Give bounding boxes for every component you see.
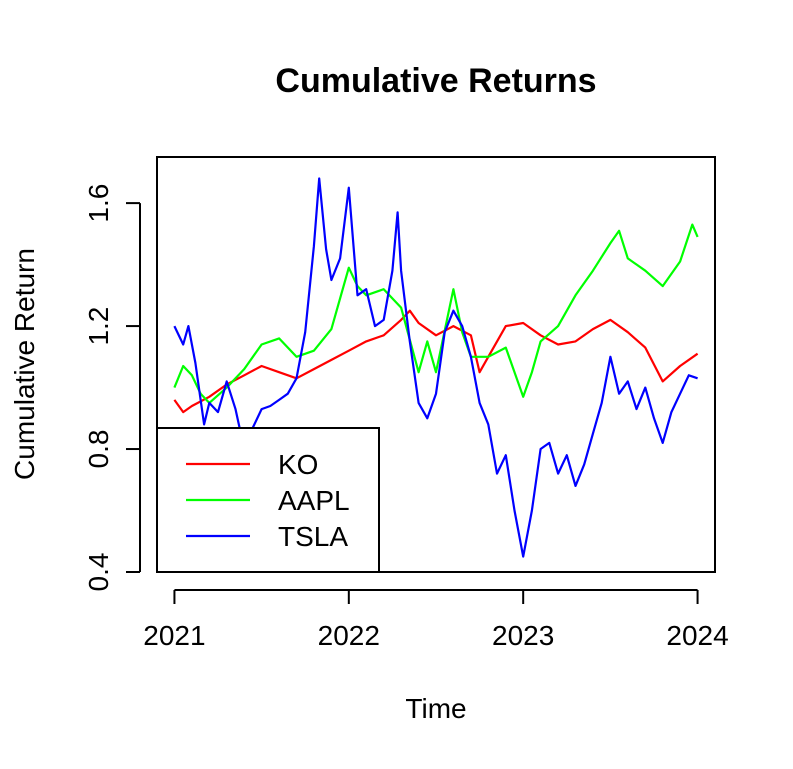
legend-label-aapl: AAPL [278, 485, 350, 516]
y-tick-label: 0.4 [83, 553, 114, 592]
legend: KO AAPL TSLA [156, 427, 380, 573]
x-tick-label: 2024 [666, 620, 728, 651]
series-line-ko [173, 309, 699, 414]
y-tick-label: 1.6 [83, 184, 114, 223]
legend-label-tsla: TSLA [278, 521, 348, 552]
x-tick-label: 2023 [492, 620, 554, 651]
x-tick-label: 2022 [318, 620, 380, 651]
plot-frame [156, 156, 716, 573]
series-line-aapl [173, 223, 699, 404]
y-axis: 0.4 0.8 1.2 1.6 [83, 184, 141, 592]
y-tick-label: 0.8 [83, 430, 114, 469]
x-axis-label: Time [405, 693, 466, 724]
y-axis-label: Cumulative Return [9, 248, 40, 480]
chart-title: Cumulative Returns [275, 62, 596, 100]
y-tick-label: 1.2 [83, 307, 114, 346]
series-line-tsla [173, 177, 698, 558]
legend-label-ko: KO [278, 449, 318, 480]
x-tick-label: 2021 [143, 620, 205, 651]
series-layer [173, 177, 699, 558]
x-axis: 2021 2022 2023 2024 [143, 589, 729, 651]
